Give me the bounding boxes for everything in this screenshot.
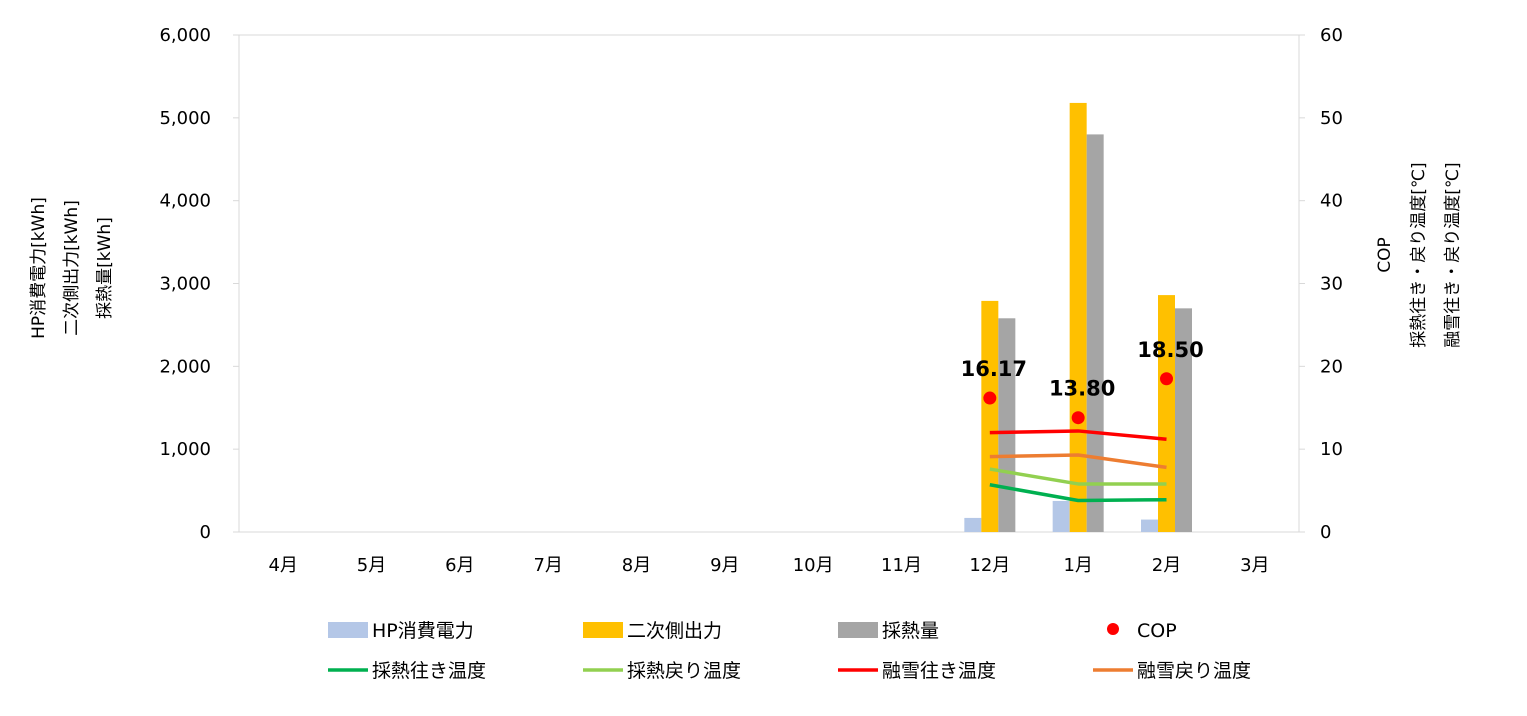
legend-label: 採熱戻り温度 [627, 660, 741, 682]
bar [1069, 102, 1087, 532]
series-line [989, 429, 1167, 441]
bar [1052, 500, 1070, 532]
series-line [989, 467, 1167, 486]
legend-swatch [838, 622, 878, 638]
x-tick-label: 6月 [445, 555, 474, 576]
legend-item: COP [1107, 620, 1177, 642]
legend-label: 二次側出力 [627, 620, 722, 642]
legend-item: 融雪往き温度 [838, 660, 996, 682]
y-right-axis-title: 融雪往き・戻り温度[℃] [1443, 162, 1463, 347]
y-right-tick-label: 60 [1320, 25, 1343, 46]
x-tick-label: 3月 [1240, 555, 1269, 576]
y-left-axis-title: 二次側出力[kWh] [62, 200, 82, 336]
plot-area [238, 34, 1300, 533]
bar [981, 300, 999, 532]
legend-label: 採熱量 [882, 620, 939, 642]
legend-item: HP消費電力 [328, 620, 474, 642]
legend-item: 採熱往き温度 [328, 660, 486, 682]
y-left-tick-label: 2,000 [159, 356, 211, 377]
legend: HP消費電力 二次側出力 採熱量 COP 採熱往き温度 採熱戻り温度 融雪往き温度 融雪戻り温… [328, 620, 1251, 682]
x-tick-label: 12月 [969, 555, 1010, 576]
legend-swatch [328, 622, 368, 638]
bar [998, 318, 1016, 532]
bar-series [964, 102, 1192, 532]
y-right-tick-label: 10 [1320, 439, 1343, 460]
cop-data-label: 16.17 [961, 357, 1027, 381]
legend-swatch [583, 622, 623, 638]
y-right-tick-label: 20 [1320, 356, 1343, 377]
cop-data-label: 18.50 [1137, 338, 1203, 362]
x-tick-label: 5月 [357, 555, 386, 576]
y-right-tick-label: 30 [1320, 274, 1343, 295]
plot-frame [238, 34, 1300, 533]
cop-point [1071, 411, 1085, 425]
x-tick-label: 8月 [622, 555, 651, 576]
cop-data-label: 13.80 [1049, 377, 1115, 401]
y-left-tick-label: 3,000 [159, 274, 211, 295]
legend-item: 採熱量 [838, 620, 939, 642]
bar [1141, 519, 1158, 532]
bar [1158, 295, 1175, 532]
x-tick-label: 7月 [533, 555, 562, 576]
axis-titles: HP消費電力[kWh] 二次側出力[kWh] 採熱量[kWh] COP 採熱往き・戻り温… [29, 162, 1463, 347]
line-series [989, 429, 1167, 503]
x-tick-label: 11月 [881, 555, 922, 576]
y-left-tick-label: 1,000 [159, 439, 211, 460]
x-tick-label: 4月 [268, 555, 297, 576]
legend-item: 採熱戻り温度 [583, 660, 741, 682]
y-left-axis-title: 採熱量[kWh] [95, 217, 115, 319]
legend-label: 融雪戻り温度 [1137, 660, 1251, 682]
legend-label: HP消費電力 [372, 620, 474, 642]
bar [964, 517, 982, 532]
x-tick-label: 2月 [1152, 555, 1181, 576]
series-line [989, 483, 1167, 503]
y-right-tick-label: 50 [1320, 108, 1343, 129]
axes: 0 1,000 2,000 3,000 4,000 5,000 6,000 0 10 20 30 40… [159, 25, 1342, 576]
y-right-axis-title: 採熱往き・戻り温度[℃] [1409, 162, 1429, 347]
y-left-tick-label: 0 [200, 522, 211, 543]
y-left-tick-label: 6,000 [159, 25, 211, 46]
series-line [989, 453, 1167, 470]
point-series: 16.17 13.80 18.50 [961, 338, 1204, 425]
x-tick-label: 1月 [1063, 555, 1092, 576]
x-tick-label: 10月 [793, 555, 834, 576]
legend-swatch [1107, 623, 1119, 635]
legend-label: 融雪往き温度 [882, 660, 996, 682]
cop-point [983, 391, 997, 405]
bar [1175, 308, 1192, 532]
y-right-axis-title: COP [1375, 237, 1395, 273]
legend-item: 融雪戻り温度 [1093, 660, 1251, 682]
bar [1086, 134, 1104, 532]
legend-item: 二次側出力 [583, 620, 722, 642]
y-left-tick-label: 4,000 [159, 191, 211, 212]
cop-point [1160, 372, 1173, 386]
y-right-tick-label: 0 [1320, 522, 1331, 543]
y-left-tick-label: 5,000 [159, 108, 211, 129]
y-right-tick-label: 40 [1320, 191, 1343, 212]
legend-label: 採熱往き温度 [372, 660, 486, 682]
y-left-axis-title: HP消費電力[kWh] [29, 197, 49, 339]
x-tick-label: 9月 [710, 555, 739, 576]
legend-label: COP [1137, 620, 1177, 642]
